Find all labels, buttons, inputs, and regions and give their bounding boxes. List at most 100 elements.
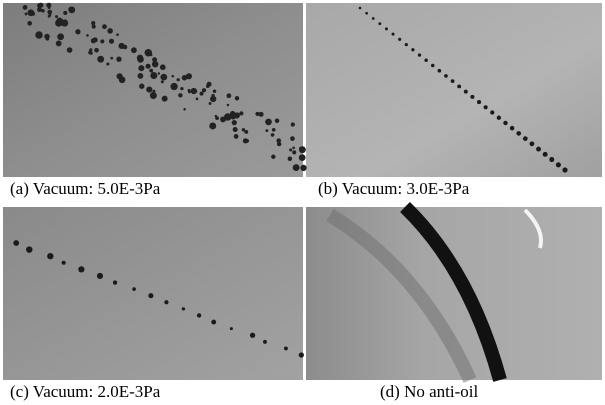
droplet — [138, 65, 144, 71]
photo-b — [306, 3, 602, 177]
droplet — [78, 266, 84, 272]
droplet — [97, 56, 104, 63]
droplet — [162, 75, 167, 80]
droplet — [107, 28, 113, 34]
droplet — [523, 136, 528, 141]
droplet — [232, 120, 237, 125]
droplet — [234, 134, 239, 139]
droplet — [206, 84, 210, 88]
droplet — [300, 165, 306, 171]
droplet — [31, 12, 35, 16]
droplet — [292, 146, 295, 149]
droplet — [132, 287, 136, 291]
droplet — [451, 79, 455, 83]
droplet — [290, 136, 295, 141]
droplet — [392, 33, 395, 36]
droplet — [160, 64, 166, 70]
droplet — [177, 78, 180, 81]
droplet — [26, 246, 32, 252]
caption: (b) Vacuum: 3.0E-3Pa — [318, 179, 470, 198]
droplet — [378, 22, 381, 25]
droplet — [224, 113, 231, 120]
droplet — [37, 7, 42, 12]
droplet — [243, 138, 248, 143]
droplet — [209, 122, 216, 129]
droplet — [182, 307, 185, 310]
droplet — [178, 93, 182, 97]
droplet — [299, 352, 304, 357]
droplet — [288, 157, 293, 162]
droplet — [233, 127, 238, 132]
droplet — [25, 12, 28, 15]
droplet — [35, 31, 42, 38]
droplet — [255, 112, 259, 116]
droplet — [301, 157, 304, 160]
droplet — [556, 162, 561, 167]
photo-a — [3, 3, 303, 177]
droplet — [38, 3, 43, 8]
droplet — [137, 56, 144, 63]
droplet — [503, 121, 507, 125]
droplet — [444, 74, 448, 78]
droplet — [110, 57, 113, 60]
droplet — [299, 146, 306, 153]
droplet — [438, 69, 442, 73]
droplet — [100, 39, 104, 43]
droplet — [226, 93, 231, 98]
droplet — [138, 73, 144, 79]
droplet — [516, 131, 521, 136]
droplet — [272, 128, 276, 132]
droplet — [48, 6, 51, 9]
droplet — [497, 116, 501, 120]
droplet — [291, 122, 295, 126]
droplet — [250, 333, 255, 338]
droplet — [194, 90, 197, 93]
droplet — [464, 90, 468, 94]
droplet — [61, 19, 68, 26]
caption: (c) Vacuum: 2.0E-3Pa — [10, 382, 161, 401]
droplet — [230, 327, 233, 330]
photo-c — [3, 207, 303, 380]
droplet — [113, 280, 117, 284]
droplet — [242, 128, 245, 131]
droplet — [200, 92, 204, 96]
droplet — [196, 98, 199, 101]
droplet — [88, 51, 92, 55]
droplet — [158, 72, 160, 74]
droplet — [292, 150, 296, 154]
droplet — [239, 111, 243, 115]
droplet — [13, 240, 19, 246]
droplet — [23, 5, 28, 10]
droplet — [170, 83, 177, 90]
droplet — [265, 119, 272, 126]
droplet — [161, 80, 164, 83]
droplet — [275, 118, 280, 123]
droplet — [484, 105, 488, 109]
droplet — [102, 24, 107, 29]
droplet — [231, 114, 236, 119]
droplet — [63, 11, 67, 15]
droplet — [68, 6, 75, 13]
droplet — [152, 90, 155, 93]
droplet — [47, 253, 53, 259]
droplet — [139, 84, 144, 89]
droplet — [150, 92, 157, 99]
droplet — [549, 157, 554, 162]
droplet — [145, 49, 152, 56]
droplet — [457, 84, 461, 88]
droplet — [93, 37, 98, 42]
droplet — [27, 21, 32, 26]
droplet — [398, 38, 401, 41]
droplet — [385, 27, 388, 30]
droplet — [55, 15, 58, 18]
droplet — [171, 75, 174, 78]
droplet — [109, 39, 114, 44]
droplet — [116, 57, 121, 62]
droplet — [293, 164, 300, 171]
droplet — [536, 147, 541, 152]
droplet — [211, 320, 216, 325]
droplet — [188, 90, 191, 93]
caption: (a) Vacuum: 5.0E-3Pa — [10, 179, 161, 198]
droplet — [490, 110, 494, 114]
droplet — [284, 346, 288, 350]
